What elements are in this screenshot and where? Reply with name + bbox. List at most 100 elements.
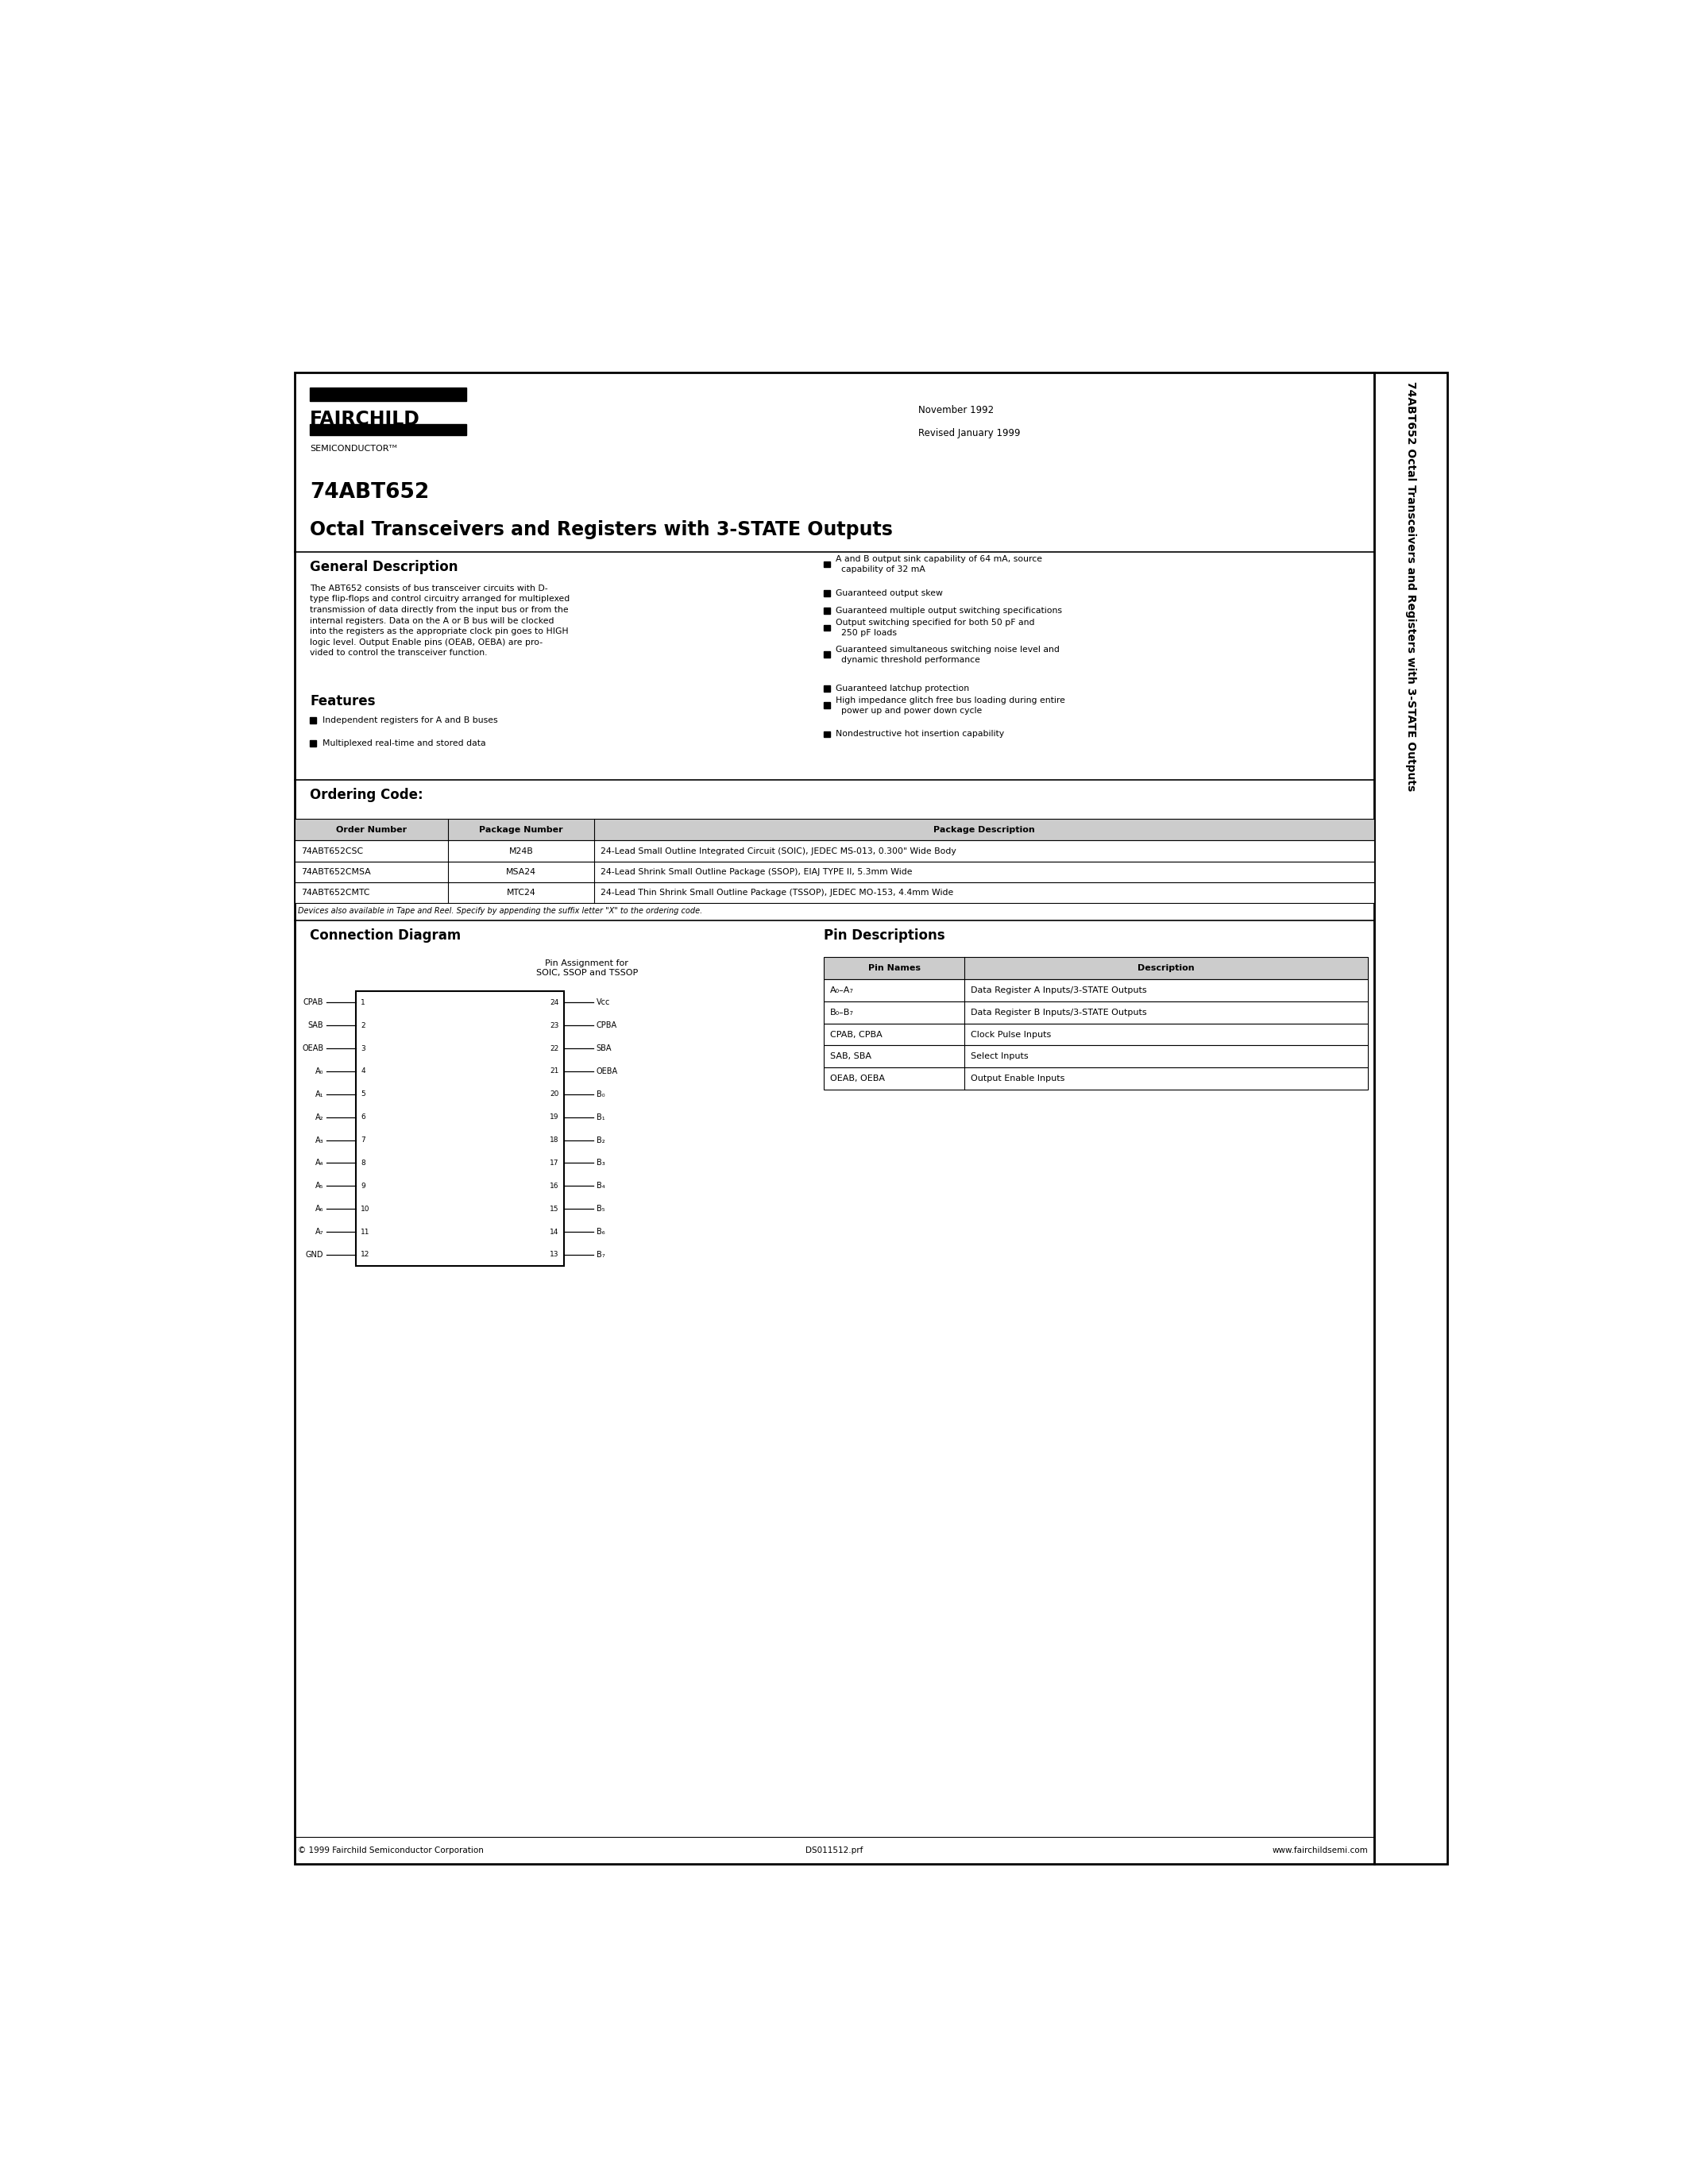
Bar (295, 841, 1374, 860)
Bar (824, 1046, 1369, 1068)
Text: SEMICONDUCTORᵀᴹ: SEMICONDUCTORᵀᴹ (311, 446, 397, 452)
Text: Independent registers for A and B buses: Independent registers for A and B buses (322, 716, 498, 725)
Bar (311, 740, 316, 747)
Text: Data Register A Inputs/3-STATE Outputs: Data Register A Inputs/3-STATE Outputs (971, 987, 1146, 994)
Text: MSA24: MSA24 (506, 867, 537, 876)
Bar (824, 590, 830, 596)
Text: 13: 13 (550, 1251, 559, 1258)
Text: B₅: B₅ (596, 1206, 604, 1212)
Text: 20: 20 (550, 1090, 559, 1099)
Text: Guaranteed multiple output switching specifications: Guaranteed multiple output switching spe… (836, 607, 1062, 614)
Text: A₂: A₂ (316, 1114, 324, 1120)
Text: DS011512.prf: DS011512.prf (805, 1848, 863, 1854)
Text: Vᴄᴄ: Vᴄᴄ (596, 998, 609, 1007)
Text: A₃: A₃ (316, 1136, 324, 1144)
Text: Guaranteed simultaneous switching noise level and
  dynamic threshold performanc: Guaranteed simultaneous switching noise … (836, 646, 1060, 664)
Text: 3: 3 (361, 1044, 365, 1053)
Text: Order Number: Order Number (336, 826, 407, 834)
Text: B₃: B₃ (596, 1160, 604, 1166)
Text: SAB: SAB (307, 1022, 324, 1029)
Text: The ABT652 consists of bus transceiver circuits with D-
type flip-flops and cont: The ABT652 consists of bus transceiver c… (311, 585, 571, 657)
Text: OEAB, OEBA: OEAB, OEBA (830, 1075, 885, 1083)
Text: 74ABT652CSC: 74ABT652CSC (300, 847, 363, 854)
Text: 14: 14 (550, 1227, 559, 1236)
Text: A₆: A₆ (316, 1206, 324, 1212)
Text: Pin Assignment for
SOIC, SSOP and TSSOP: Pin Assignment for SOIC, SSOP and TSSOP (535, 959, 638, 976)
Text: B₁: B₁ (596, 1114, 604, 1120)
Text: November 1992: November 1992 (918, 404, 994, 415)
Text: B₇: B₇ (596, 1251, 604, 1258)
Text: 2: 2 (361, 1022, 365, 1029)
Text: Revised January 1999: Revised January 1999 (918, 428, 1021, 439)
Text: CPAB, CPBA: CPAB, CPBA (830, 1031, 883, 1037)
Bar (824, 1024, 1369, 1046)
Text: A₅: A₅ (316, 1182, 324, 1190)
Text: 74ABT652CMTC: 74ABT652CMTC (300, 889, 370, 895)
Bar (824, 1002, 1369, 1024)
Text: 74ABT652 Octal Transceivers and Registers with 3-STATE Outputs: 74ABT652 Octal Transceivers and Register… (1406, 382, 1416, 791)
Text: B₀–B₇: B₀–B₇ (830, 1009, 854, 1016)
Text: Octal Transceivers and Registers with 3-STATE Outputs: Octal Transceivers and Registers with 3-… (311, 520, 893, 539)
Bar (295, 819, 1374, 841)
Bar (824, 625, 830, 631)
Text: Ordering Code:: Ordering Code: (311, 788, 424, 802)
Text: OEAB: OEAB (302, 1044, 324, 1053)
Bar (824, 957, 1369, 978)
Bar (824, 686, 830, 692)
Text: 1: 1 (361, 998, 365, 1007)
Text: 6: 6 (361, 1114, 365, 1120)
Text: 16: 16 (550, 1182, 559, 1190)
Text: 12: 12 (361, 1251, 370, 1258)
Text: Pin Descriptions: Pin Descriptions (824, 928, 945, 943)
Bar (311, 716, 316, 723)
Text: A₀–A₇: A₀–A₇ (830, 987, 854, 994)
Text: OEBA: OEBA (596, 1068, 618, 1075)
Text: MTC24: MTC24 (506, 889, 535, 895)
Bar (1374, 371, 1448, 1865)
Text: © 1999 Fairchild Semiconductor Corporation: © 1999 Fairchild Semiconductor Corporati… (297, 1848, 483, 1854)
Text: 11: 11 (361, 1227, 370, 1236)
Text: B₆: B₆ (596, 1227, 604, 1236)
Text: Output switching specified for both 50 pF and
  250 pF loads: Output switching specified for both 50 p… (836, 618, 1035, 638)
Text: SAB, SBA: SAB, SBA (830, 1053, 871, 1061)
Text: B₂: B₂ (596, 1136, 604, 1144)
Text: A₄: A₄ (316, 1160, 324, 1166)
Text: Multiplexed real-time and stored data: Multiplexed real-time and stored data (322, 740, 486, 747)
Text: Output Enable Inputs: Output Enable Inputs (971, 1075, 1065, 1083)
Text: 15: 15 (550, 1206, 559, 1212)
Text: 5: 5 (361, 1090, 365, 1099)
Text: A₁: A₁ (316, 1090, 324, 1099)
Bar (295, 882, 1374, 902)
Text: www.fairchildsemi.com: www.fairchildsemi.com (1273, 1848, 1369, 1854)
Text: Select Inputs: Select Inputs (971, 1053, 1028, 1061)
Text: CPBA: CPBA (596, 1022, 618, 1029)
Text: 24: 24 (550, 998, 559, 1007)
Bar (824, 703, 830, 708)
Text: 21: 21 (550, 1068, 559, 1075)
Bar (295, 860, 1374, 882)
Bar (824, 607, 830, 614)
Text: High impedance glitch free bus loading during entire
  power up and power down c: High impedance glitch free bus loading d… (836, 697, 1065, 714)
Text: Connection Diagram: Connection Diagram (311, 928, 461, 943)
Bar (356, 992, 564, 1267)
Text: General Description: General Description (311, 559, 457, 574)
Text: GND: GND (306, 1251, 324, 1258)
Text: Pin Names: Pin Names (868, 965, 920, 972)
Text: Guaranteed output skew: Guaranteed output skew (836, 590, 944, 598)
Bar (824, 732, 830, 738)
Text: 22: 22 (550, 1044, 559, 1053)
Text: 9: 9 (361, 1182, 365, 1190)
Bar (824, 651, 830, 657)
Bar (824, 1068, 1369, 1090)
Bar (824, 978, 1369, 1002)
Text: 7: 7 (361, 1136, 365, 1144)
Text: Data Register B Inputs/3-STATE Outputs: Data Register B Inputs/3-STATE Outputs (971, 1009, 1146, 1016)
Text: 10: 10 (361, 1206, 370, 1212)
Text: Description: Description (1138, 965, 1195, 972)
Text: Devices also available in Tape and Reel. Specify by appending the suffix letter : Devices also available in Tape and Reel.… (297, 906, 702, 915)
Text: B₄: B₄ (596, 1182, 604, 1190)
Text: 24-Lead Shrink Small Outline Package (SSOP), EIAJ TYPE II, 5.3mm Wide: 24-Lead Shrink Small Outline Package (SS… (601, 867, 912, 876)
Text: 4: 4 (361, 1068, 365, 1075)
Text: 23: 23 (550, 1022, 559, 1029)
Text: 74ABT652: 74ABT652 (311, 483, 429, 502)
